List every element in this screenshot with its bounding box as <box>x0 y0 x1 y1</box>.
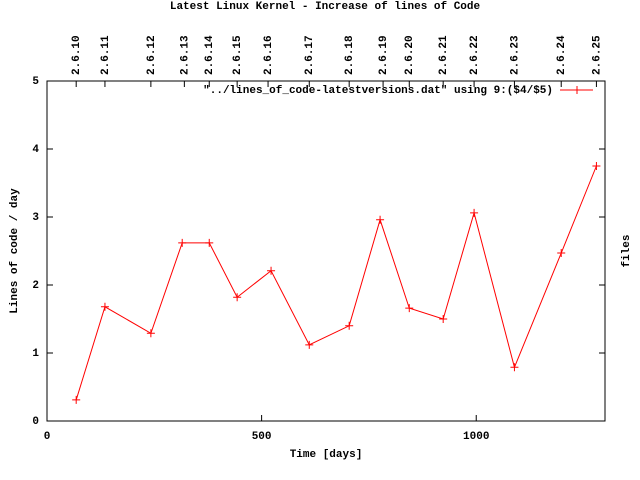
y-axis-label: Lines of code / day <box>9 188 21 314</box>
y-tick-label: 1 <box>32 348 39 360</box>
point-marker <box>233 293 242 302</box>
legend-marker <box>573 86 581 94</box>
x-tick-label: 1000 <box>463 431 489 443</box>
x2-tick-label: 2.6.21 <box>438 35 450 75</box>
series-line <box>75 165 597 401</box>
x2-tick-label: 2.6.24 <box>556 35 568 75</box>
x2-tick-label: 2.6.12 <box>146 35 158 75</box>
point-marker <box>439 315 448 323</box>
y2-axis-label: files <box>621 234 633 267</box>
point-marker <box>205 238 214 247</box>
y-tick-label: 0 <box>32 416 39 428</box>
y-tick-label: 4 <box>32 144 39 156</box>
x-axis-label: Time [days] <box>290 449 363 461</box>
point-marker <box>305 340 314 349</box>
x2-tick-label: 2.6.16 <box>263 35 275 75</box>
x2-tick-label: 2.6.20 <box>404 35 416 75</box>
point-marker <box>557 249 566 258</box>
x2-tick-label: 2.6.14 <box>204 35 216 75</box>
x2-tick-label: 2.6.25 <box>591 35 603 75</box>
x2-tick-label: 2.6.22 <box>469 35 481 75</box>
point-marker <box>405 304 414 313</box>
x-tick-label: 0 <box>44 431 51 443</box>
y-tick-label: 5 <box>32 76 39 88</box>
x2-tick-label: 2.6.17 <box>304 35 316 75</box>
point-marker <box>592 162 601 170</box>
y-tick-label: 3 <box>32 212 39 224</box>
point-marker <box>510 363 519 372</box>
x2-tick-label: 2.6.15 <box>232 35 244 75</box>
x2-tick-label: 2.6.11 <box>100 35 112 75</box>
point-marker <box>267 266 276 275</box>
chart-title: Latest Linux Kernel - Increase of lines … <box>170 1 481 13</box>
x-tick-label: 500 <box>252 431 272 443</box>
x2-tick-label: 2.6.10 <box>71 35 83 75</box>
point-marker <box>376 215 385 224</box>
point-marker <box>72 395 81 404</box>
x2-tick-label: 2.6.13 <box>179 35 191 75</box>
point-marker <box>146 329 155 338</box>
legend-label: "../lines_of_code-latestversions.dat" us… <box>203 85 553 97</box>
x2-tick-label: 2.6.18 <box>344 35 356 75</box>
y-tick-label: 2 <box>32 280 39 292</box>
point-marker <box>100 302 109 311</box>
x2-tick-label: 2.6.19 <box>378 35 390 75</box>
x2-tick-label: 2.6.23 <box>509 35 521 75</box>
plot-frame <box>46 80 606 422</box>
point-marker <box>345 321 354 330</box>
point-marker <box>178 238 187 247</box>
point-marker <box>470 208 479 217</box>
